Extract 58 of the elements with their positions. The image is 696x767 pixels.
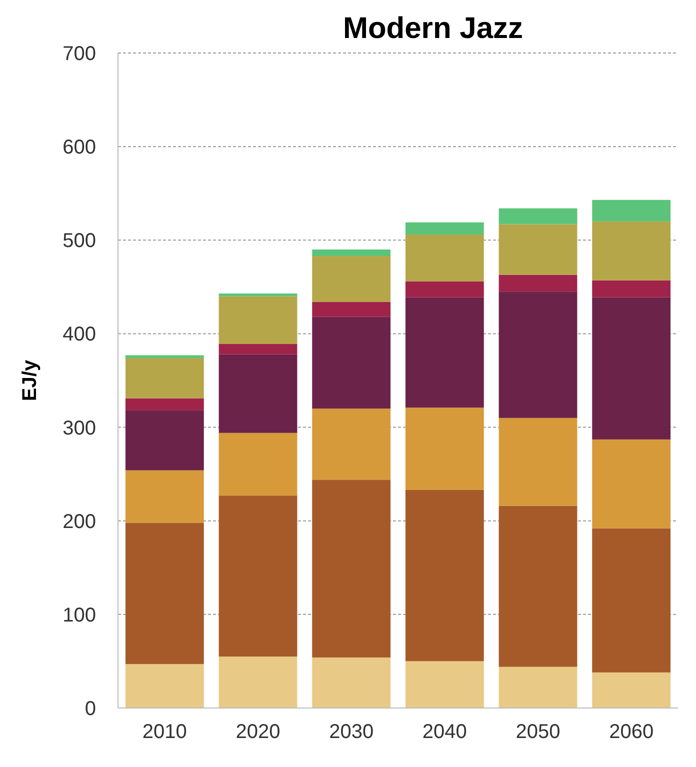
- bar: [312, 480, 391, 658]
- bar: [498, 666, 578, 708]
- bar: [312, 408, 391, 480]
- bar: [125, 398, 204, 410]
- bar: [125, 358, 204, 398]
- y-tick-label: 300: [62, 417, 96, 440]
- bar: [592, 297, 671, 440]
- y-tick-label: 500: [62, 230, 96, 252]
- bar: [125, 410, 204, 470]
- x-tick-label: 2030: [329, 721, 374, 743]
- y-tick-label: 600: [62, 136, 96, 159]
- bar: [312, 302, 391, 317]
- bar: [592, 672, 671, 708]
- x-tick-label: 2020: [236, 721, 280, 743]
- chart-title: Modern Jazz: [342, 12, 524, 45]
- bar: [125, 355, 204, 358]
- bar: [218, 296, 298, 344]
- y-tick-label: 700: [62, 43, 96, 65]
- bar: [498, 274, 578, 292]
- bar: [592, 280, 671, 298]
- bar: [405, 661, 484, 708]
- y-tick-label: 0: [84, 698, 96, 720]
- bar: [405, 234, 484, 282]
- bar: [498, 506, 578, 667]
- bar: [125, 470, 204, 523]
- bar: [498, 224, 578, 275]
- bar: [218, 656, 298, 708]
- bar: [218, 344, 298, 354]
- bar: [405, 297, 484, 408]
- bar: [592, 439, 671, 528]
- bar: [592, 528, 671, 672]
- bar: [592, 200, 671, 222]
- bar: [218, 496, 298, 657]
- bar: [125, 522, 204, 664]
- y-axis-title: EJ/y: [19, 359, 41, 402]
- bar: [498, 208, 578, 224]
- y-tick-label: 100: [62, 604, 96, 626]
- bar: [405, 222, 484, 235]
- x-tick-label: 2050: [516, 721, 560, 743]
- bar: [405, 281, 484, 298]
- y-tick-label: 200: [62, 510, 96, 533]
- bar: [498, 418, 578, 506]
- bar: [312, 657, 391, 708]
- x-tick-label: 2010: [142, 721, 187, 743]
- bar: [125, 664, 204, 708]
- bar: [312, 316, 391, 409]
- bar: [312, 250, 391, 256]
- bar: [312, 256, 391, 302]
- x-tick-label: 2060: [609, 721, 654, 743]
- bar: [218, 354, 298, 433]
- bar: [218, 432, 298, 496]
- bar: [405, 408, 484, 490]
- y-tick-label: 400: [62, 324, 96, 346]
- bar: [218, 293, 298, 296]
- x-tick-label: 2040: [422, 721, 467, 743]
- bar: [592, 221, 671, 280]
- bar: [405, 490, 484, 662]
- bar: [498, 292, 578, 418]
